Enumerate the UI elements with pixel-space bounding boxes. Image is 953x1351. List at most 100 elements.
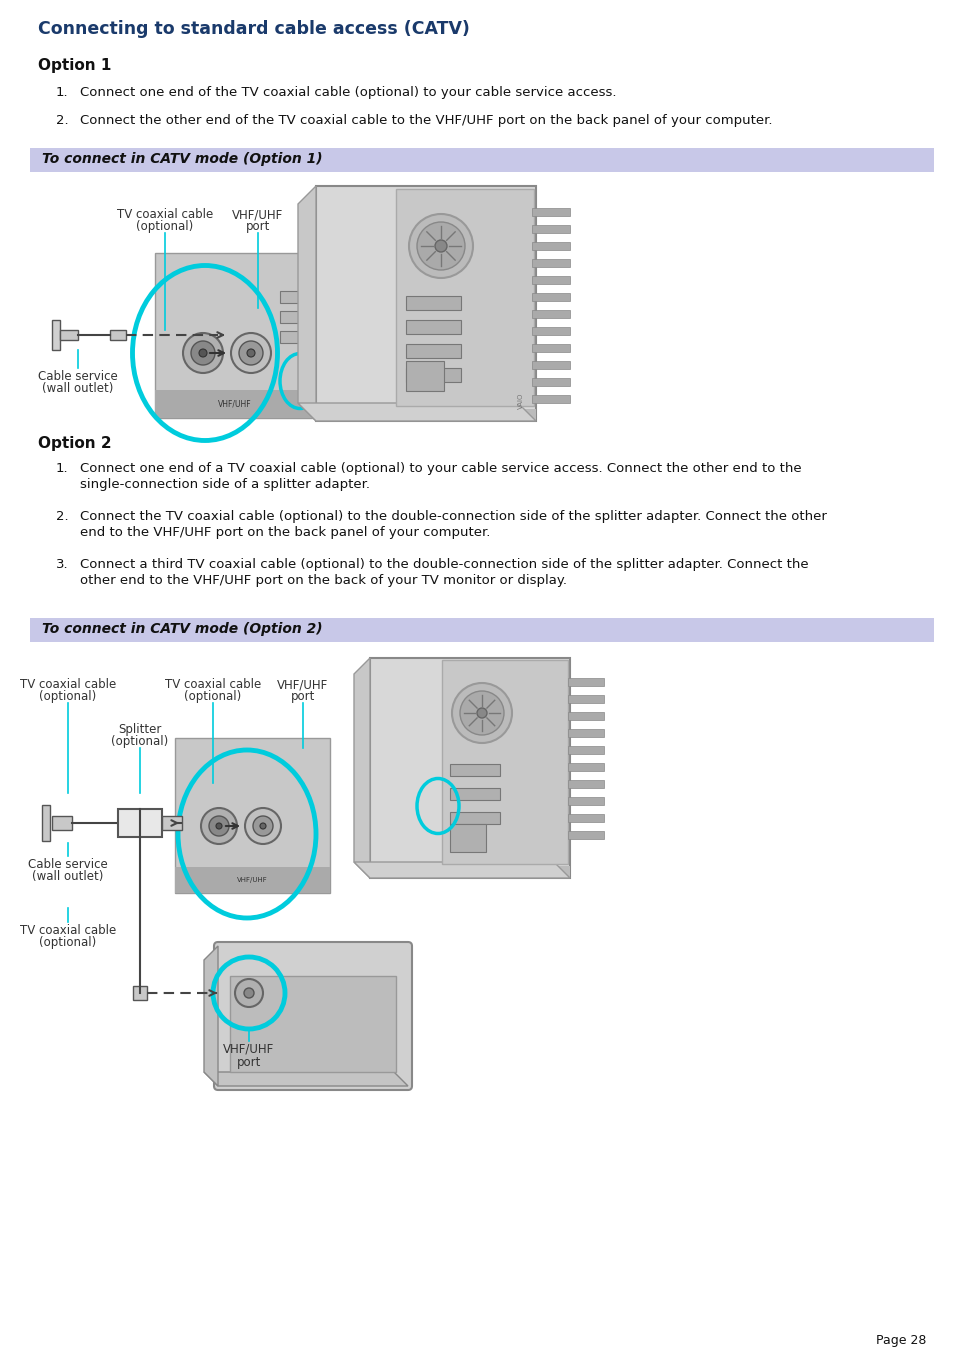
Bar [532,276,569,284]
Text: Splitter: Splitter [118,723,161,736]
Bar [30,149,933,172]
Text: single-connection side of a splitter adapter.: single-connection side of a splitter ada… [80,478,370,490]
Text: Connect the other end of the TV coaxial cable to the VHF/UHF port on the back pa: Connect the other end of the TV coaxial … [80,113,772,127]
Bar [532,345,569,353]
Circle shape [191,340,214,365]
Text: TV coaxial cable: TV coaxial cable [20,924,116,938]
Text: VHF/UHF: VHF/UHF [223,1043,274,1056]
Text: Connect one end of the TV coaxial cable (optional) to your cable service access.: Connect one end of the TV coaxial cable … [80,86,616,99]
Polygon shape [297,403,536,422]
Text: Option 2: Option 2 [38,436,112,451]
Text: TV coaxial cable: TV coaxial cable [165,678,261,690]
Circle shape [199,349,207,357]
Bar [174,738,330,893]
Circle shape [253,816,273,836]
Polygon shape [354,862,569,878]
Text: Cable service: Cable service [28,858,108,871]
Bar [532,293,569,301]
Bar [132,986,147,1000]
Text: Connecting to standard cable access (CATV): Connecting to standard cable access (CAT… [38,20,470,38]
Text: (optional): (optional) [39,690,96,703]
Polygon shape [354,658,370,878]
Bar [315,409,536,422]
Text: VHF/UHF: VHF/UHF [277,678,328,690]
Bar [532,361,569,369]
Bar [406,320,460,334]
Text: Connect the TV coaxial cable (optional) to the double-connection side of the spl: Connect the TV coaxial cable (optional) … [80,509,826,523]
Bar [370,866,569,878]
Circle shape [245,808,281,844]
Bar [532,394,569,403]
Bar [532,208,569,216]
Text: 1.: 1. [56,86,69,99]
Bar [567,797,603,805]
Polygon shape [297,186,315,422]
Bar [532,378,569,386]
Circle shape [452,684,512,743]
Bar [567,763,603,771]
Bar [370,658,569,878]
Text: To connect in CATV mode (Option 1): To connect in CATV mode (Option 1) [42,153,322,166]
Bar [154,390,314,417]
Bar [567,730,603,738]
Bar [60,330,78,340]
Text: VHF/UHF: VHF/UHF [236,877,267,884]
Text: end to the VHF/UHF port on the back panel of your computer.: end to the VHF/UHF port on the back pane… [80,526,490,539]
Text: VHF/UHF: VHF/UHF [218,400,252,408]
Text: (optional): (optional) [136,220,193,232]
Bar [280,290,305,303]
Bar [406,345,460,358]
Circle shape [416,222,464,270]
Bar [567,815,603,821]
Text: (optional): (optional) [184,690,241,703]
Text: 2.: 2. [56,509,69,523]
Text: other end to the VHF/UHF port on the back of your TV monitor or display.: other end to the VHF/UHF port on the bac… [80,574,566,586]
Circle shape [409,213,473,278]
Circle shape [459,690,503,735]
Bar [118,809,162,838]
Bar [162,816,182,830]
Bar [406,361,443,390]
Bar [450,824,485,852]
Text: Cable service: Cable service [38,370,118,382]
Bar [532,309,569,317]
Circle shape [244,988,253,998]
Bar [532,226,569,232]
Bar [52,320,60,350]
Text: TV coaxial cable: TV coaxial cable [20,678,116,690]
Text: port: port [246,220,270,232]
FancyBboxPatch shape [315,186,536,422]
Text: VHF/UHF: VHF/UHF [233,208,283,222]
Circle shape [260,823,266,830]
Bar [30,617,933,642]
Bar [52,816,71,830]
Polygon shape [204,946,218,1086]
Bar [567,831,603,839]
Text: port: port [236,1056,261,1069]
Text: VAIO: VAIO [517,393,523,409]
Circle shape [215,823,222,830]
Bar [174,867,330,893]
Circle shape [239,340,263,365]
Bar [280,331,305,343]
Circle shape [201,808,236,844]
Text: (wall outlet): (wall outlet) [42,382,113,394]
Text: Option 1: Option 1 [38,58,112,73]
Bar [450,765,499,775]
Bar [280,311,305,323]
Text: 3.: 3. [56,558,69,571]
Circle shape [183,332,223,373]
Bar [395,189,534,407]
Bar [110,330,126,340]
Circle shape [209,816,229,836]
Circle shape [247,349,254,357]
Polygon shape [204,1071,408,1086]
Bar [532,327,569,335]
Bar [42,805,50,842]
Bar [230,975,395,1071]
Bar [567,694,603,703]
Bar [532,259,569,267]
Circle shape [231,332,271,373]
Text: (optional): (optional) [39,936,96,948]
Circle shape [234,979,263,1006]
